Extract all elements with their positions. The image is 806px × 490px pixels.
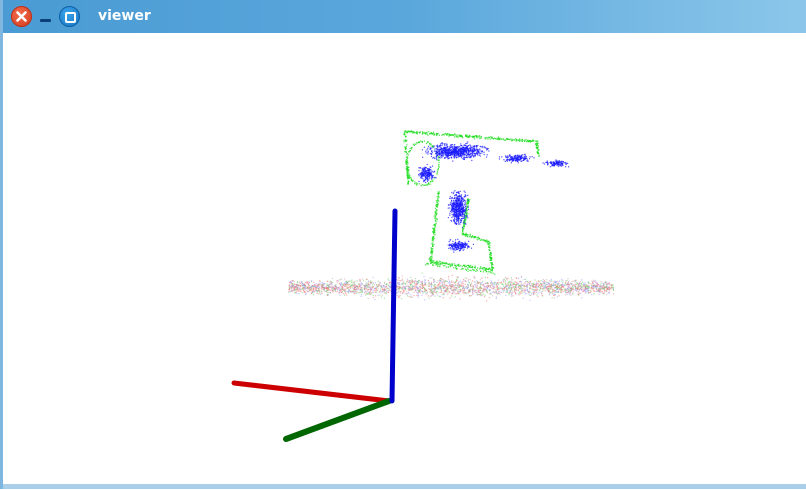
- table-point-cloud: [288, 272, 615, 302]
- close-icon[interactable]: [11, 6, 32, 27]
- z-axis: [389, 208, 398, 404]
- title-bar[interactable]: viewer: [3, 0, 806, 33]
- window-bottom-border: [3, 484, 806, 489]
- y-axis: [283, 398, 392, 442]
- minimize-icon[interactable]: [38, 8, 54, 26]
- window-title: viewer: [98, 8, 151, 24]
- observed-point-cloud: [418, 141, 570, 253]
- x-axis: [231, 380, 392, 404]
- 3d-viewport[interactable]: [6, 33, 806, 486]
- coordinate-axes: [231, 208, 398, 442]
- maximize-icon[interactable]: [59, 6, 80, 27]
- scene-canvas[interactable]: [6, 33, 806, 486]
